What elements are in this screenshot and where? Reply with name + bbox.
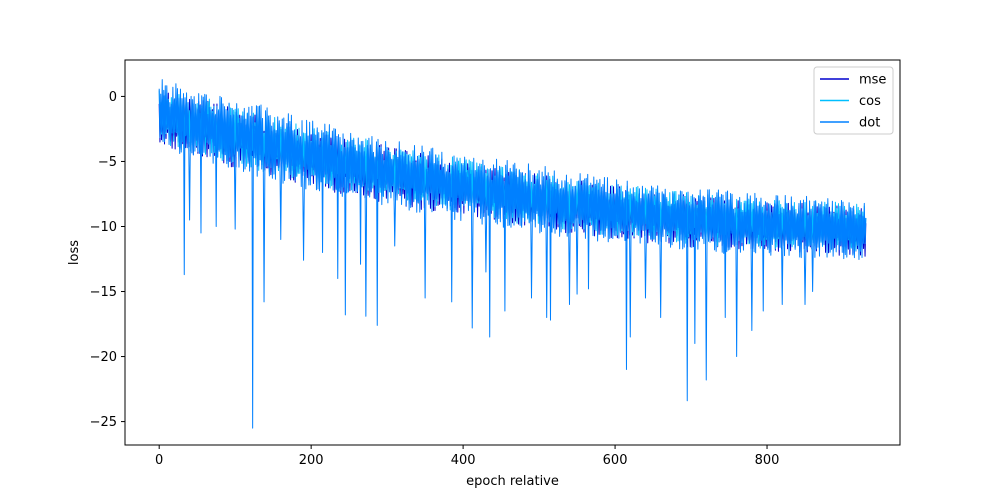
y-tick-label: −20 (90, 350, 117, 365)
y-tick-label: 0 (109, 90, 117, 105)
series-line-cos (158, 90, 867, 253)
series-line-dot (158, 79, 867, 429)
x-tick-label: 0 (155, 453, 163, 468)
y-tick-label: −5 (98, 155, 117, 170)
x-tick-label: 800 (755, 453, 780, 468)
y-tick-label: −10 (90, 220, 117, 235)
x-tick-label: 200 (299, 453, 324, 468)
x-tick-label: 600 (603, 453, 628, 468)
legend: mse cos dot (813, 66, 894, 135)
legend-box (813, 66, 894, 135)
x-axis-label: epoch relative (466, 474, 559, 489)
legend-label-mse: mse (859, 73, 886, 88)
y-axis: 0 −5 −10 −15 −20 −25 (90, 90, 125, 430)
legend-label-cos: cos (859, 94, 881, 109)
legend-label-dot: dot (859, 116, 880, 131)
x-axis: 0 200 400 600 800 (155, 445, 779, 468)
x-tick-label: 400 (451, 453, 476, 468)
plot-frame (124, 59, 901, 446)
y-tick-label: −15 (90, 285, 117, 300)
y-axis-label: loss (67, 240, 82, 265)
y-tick-label: −25 (90, 415, 117, 430)
series-layer (158, 79, 867, 429)
